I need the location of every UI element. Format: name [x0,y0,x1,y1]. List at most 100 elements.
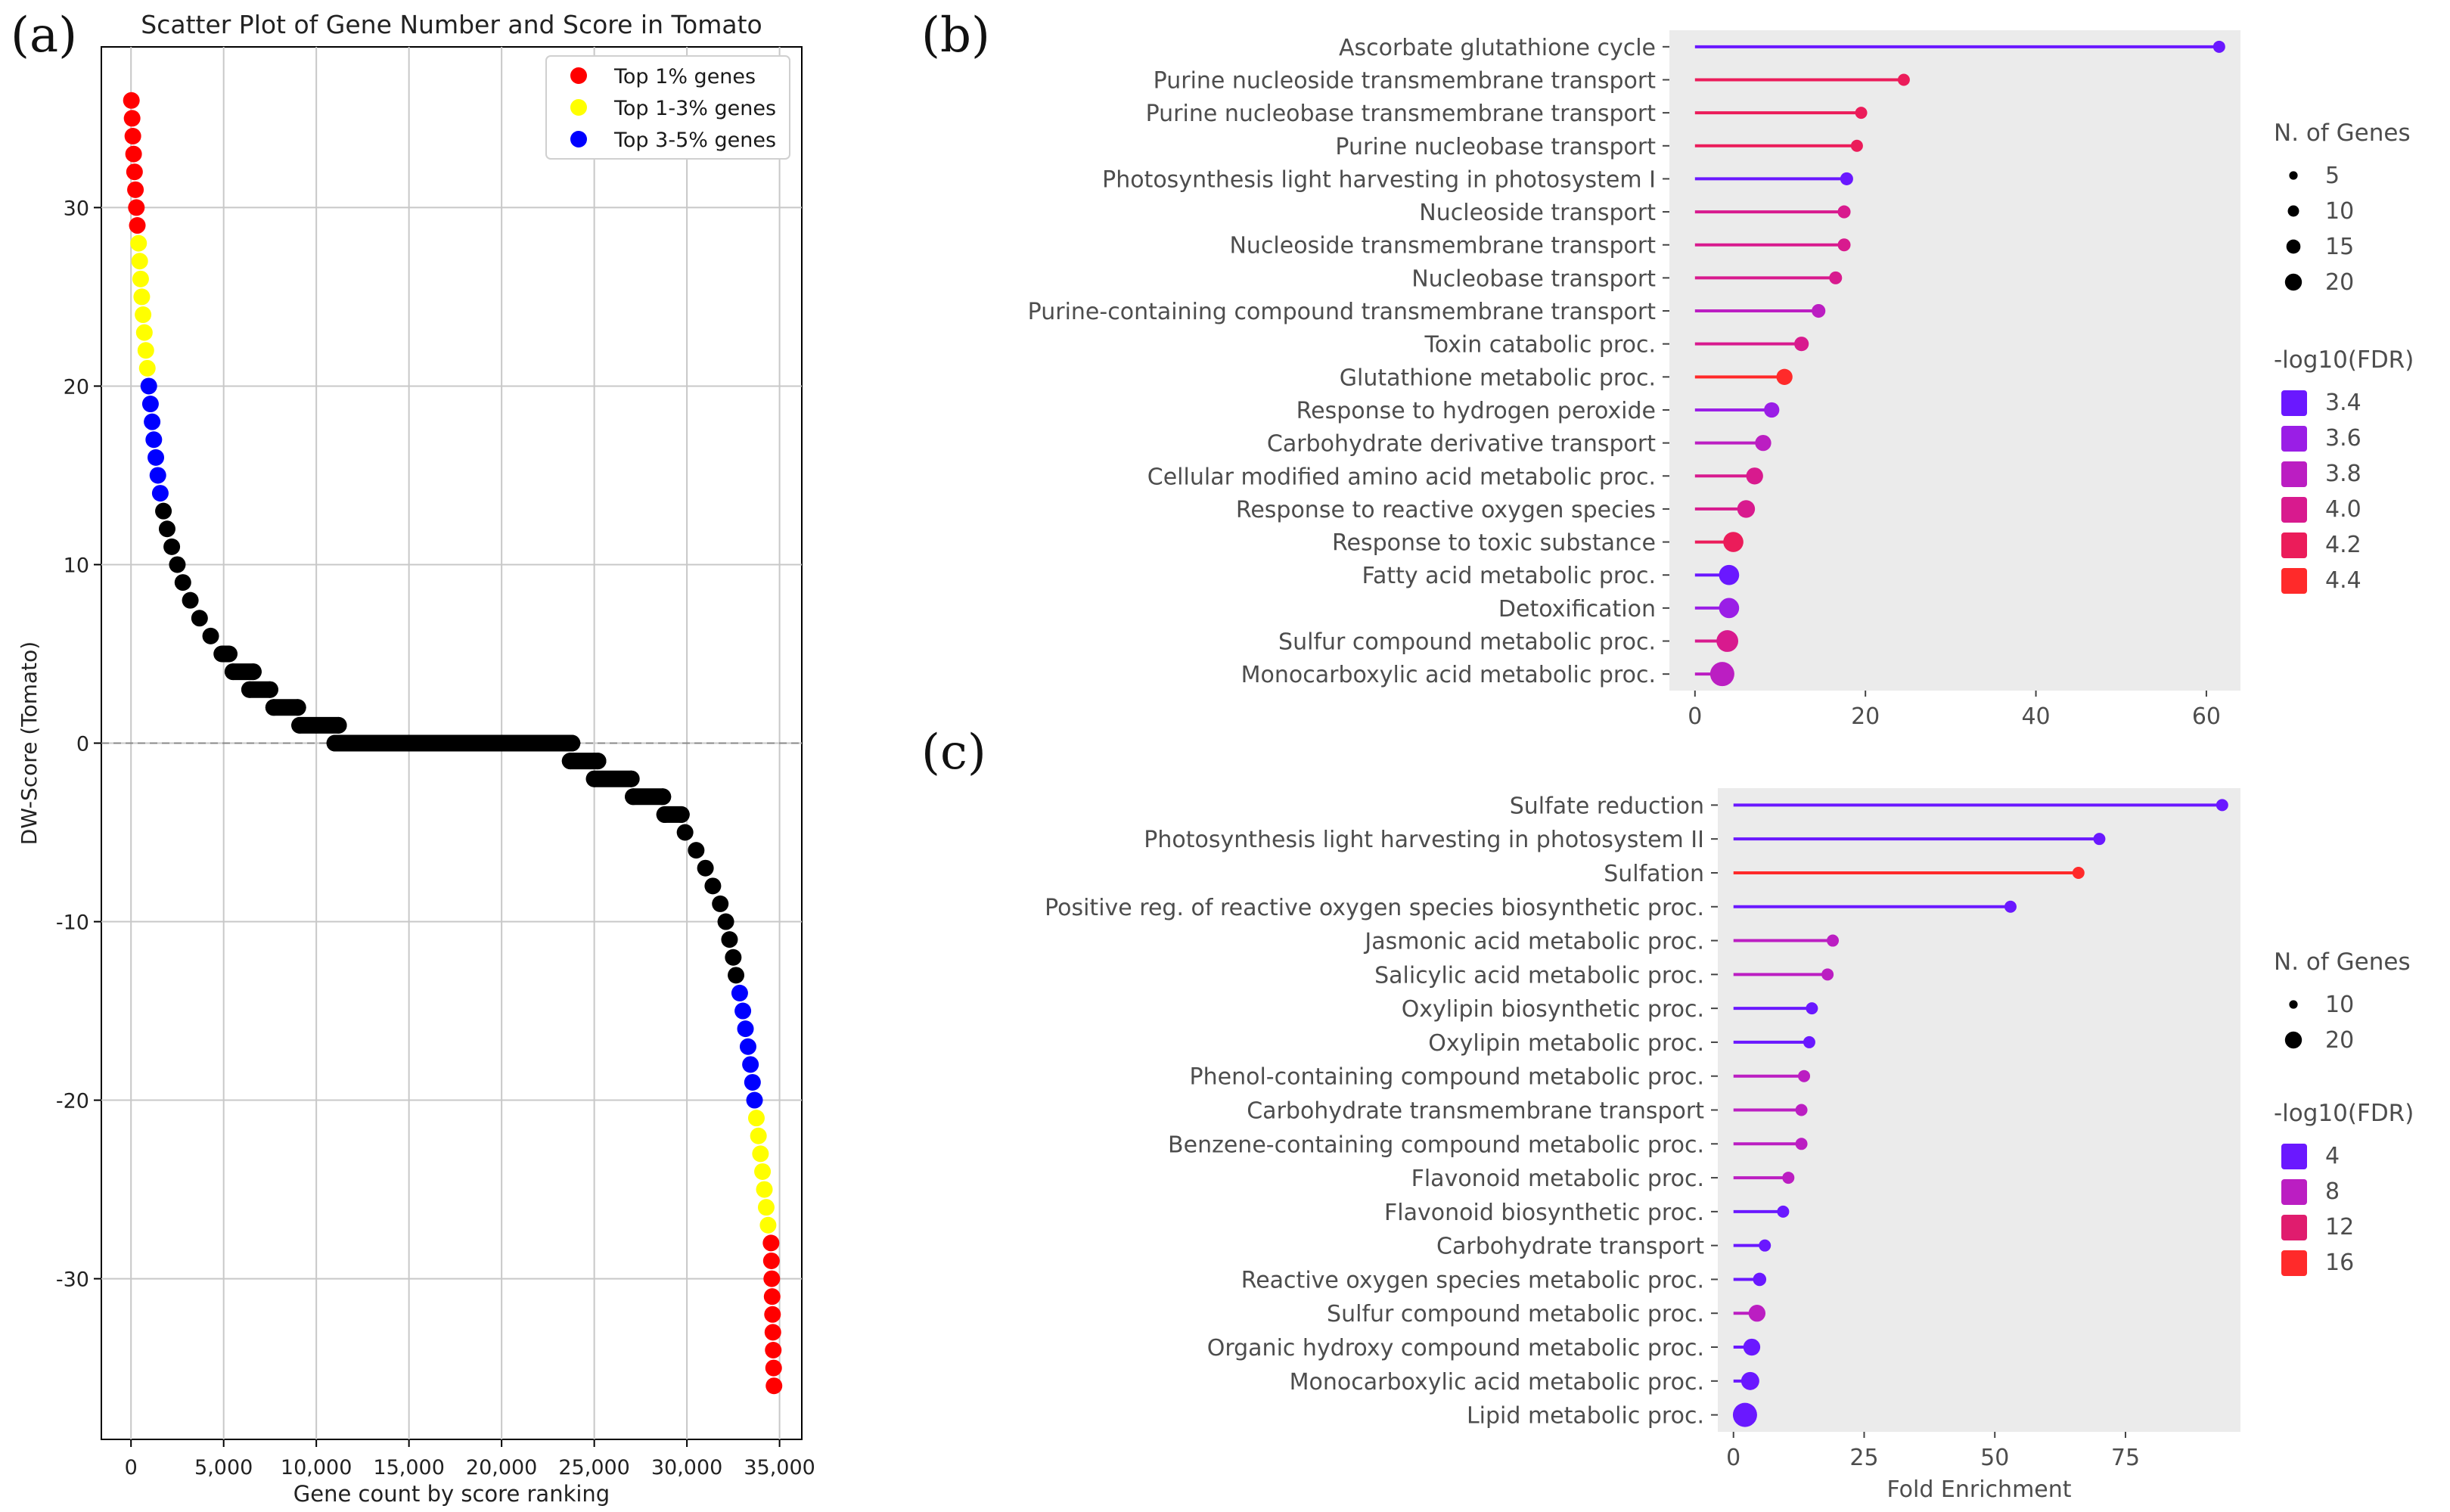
data-point [138,359,156,377]
x-tick-label: 10,000 [281,1456,352,1479]
lollipop-head [1755,434,1772,452]
size-legend-dot [2289,171,2298,180]
legend-box [545,55,790,160]
lollipop-head [1777,1205,1790,1218]
data-point [241,681,258,698]
size-legend-dot [2287,205,2299,217]
lollipop-head [1803,1035,1815,1048]
x-axis-label: Gene count by score ranking [293,1481,610,1507]
data-point [764,1306,781,1323]
category-label: Response to reactive oxygen species [1236,497,1656,523]
data-point [135,306,152,324]
data-point [147,449,165,466]
data-point [697,859,714,877]
data-point [725,948,742,966]
data-point [754,1163,772,1180]
data-point [721,931,738,948]
y-tick-label: 20 [64,375,89,399]
color-legend-label: 3.6 [2325,425,2362,452]
lollipop-head [2216,799,2228,812]
data-point [128,199,145,216]
category-label: Glutathione metabolic proc. [1340,365,1656,391]
lollipop-head [1716,630,1739,652]
category-label: Purine nucleoside transmembrane transpor… [1154,67,1657,94]
data-point [124,128,141,145]
category-label: Toxin catabolic proc. [1424,332,1656,359]
y-tick-label: -10 [56,911,89,935]
category-label: Phenol-containing compound metabolic pro… [1190,1064,1704,1091]
lollipop-head [1737,500,1756,518]
y-axis-label: DW-Score (Tomato) [17,641,42,845]
lollipop-head [1732,1402,1757,1427]
data-point [589,753,607,770]
data-point [765,1359,782,1377]
category-label: Sulfation [1604,861,1704,887]
legend-marker [570,99,587,116]
color-legend-label: 16 [2325,1250,2354,1276]
data-point [752,1145,769,1163]
data-point [126,163,143,181]
category-label: Purine nucleobase transport [1335,134,1656,160]
data-point [672,806,690,823]
lollipop-head [1897,73,1910,86]
size-legend-label: 5 [2325,163,2340,189]
x-tick-label: 30,000 [651,1456,722,1479]
color-legend-swatch [2281,461,2307,487]
lollipop-head [1759,1239,1772,1252]
x-axis-label: Fold Enrichment [1886,1476,2071,1503]
lollipop-head [1795,1104,1808,1116]
data-point [132,270,149,287]
category-label: Organic hydroxy compound metabolic proc. [1207,1335,1704,1361]
lollipop-head [1794,337,1809,352]
data-point [291,716,309,734]
size-legend-title: N. of Genes [2274,948,2411,976]
x-tick-label: 25,000 [558,1456,629,1479]
data-point [742,1056,759,1073]
category-label: Flavonoid biosynthetic proc. [1384,1200,1704,1226]
data-point [728,967,745,984]
category-label: Salicylic acid metabolic proc. [1374,962,1704,989]
color-legend-title: -log10(FDR) [2274,346,2414,374]
data-point [756,1181,773,1198]
color-legend-swatch [2281,426,2307,452]
data-point [140,377,157,395]
category-label: Lipid metabolic proc. [1467,1403,1704,1430]
size-legend-dot [2284,273,2303,291]
data-point [564,734,581,752]
lollipop-head [1798,1070,1811,1082]
data-point [133,288,151,306]
lollipop-head [2093,833,2106,846]
lollipop-head [2072,866,2085,879]
category-label: Ascorbate glutathione cycle [1339,35,1656,61]
data-point [141,396,159,413]
data-point [129,217,146,234]
data-point [625,788,642,806]
category-label: Purine-containing compound transmembrane… [1028,299,1657,325]
lollipop-head [1821,968,1834,981]
lollipop-head [2212,40,2225,53]
category-label: Cellular modified amino acid metabolic p… [1147,464,1656,490]
x-tick-label: 0 [1688,703,1702,730]
data-point [759,1216,777,1234]
size-legend-title: N. of Genes [2274,120,2411,147]
data-point [131,253,148,270]
data-point [163,538,181,555]
data-point [244,663,262,681]
size-legend-dot [2284,1031,2303,1049]
data-point [750,1127,767,1144]
y-tick-label: 0 [76,733,89,756]
color-legend-swatch [2281,532,2307,558]
data-point [158,520,175,538]
data-point [744,1073,761,1091]
data-point [144,413,161,430]
category-label: Nucleoside transport [1419,200,1656,226]
lollipop-head [1840,172,1853,185]
x-tick-label: 20,000 [466,1456,537,1479]
data-point [202,627,219,644]
data-point [182,591,199,609]
data-point [127,181,144,198]
size-legend-dot [2286,239,2301,254]
data-point [151,485,169,502]
lollipop-head [1837,205,1851,219]
color-legend-swatch [2281,1144,2307,1169]
